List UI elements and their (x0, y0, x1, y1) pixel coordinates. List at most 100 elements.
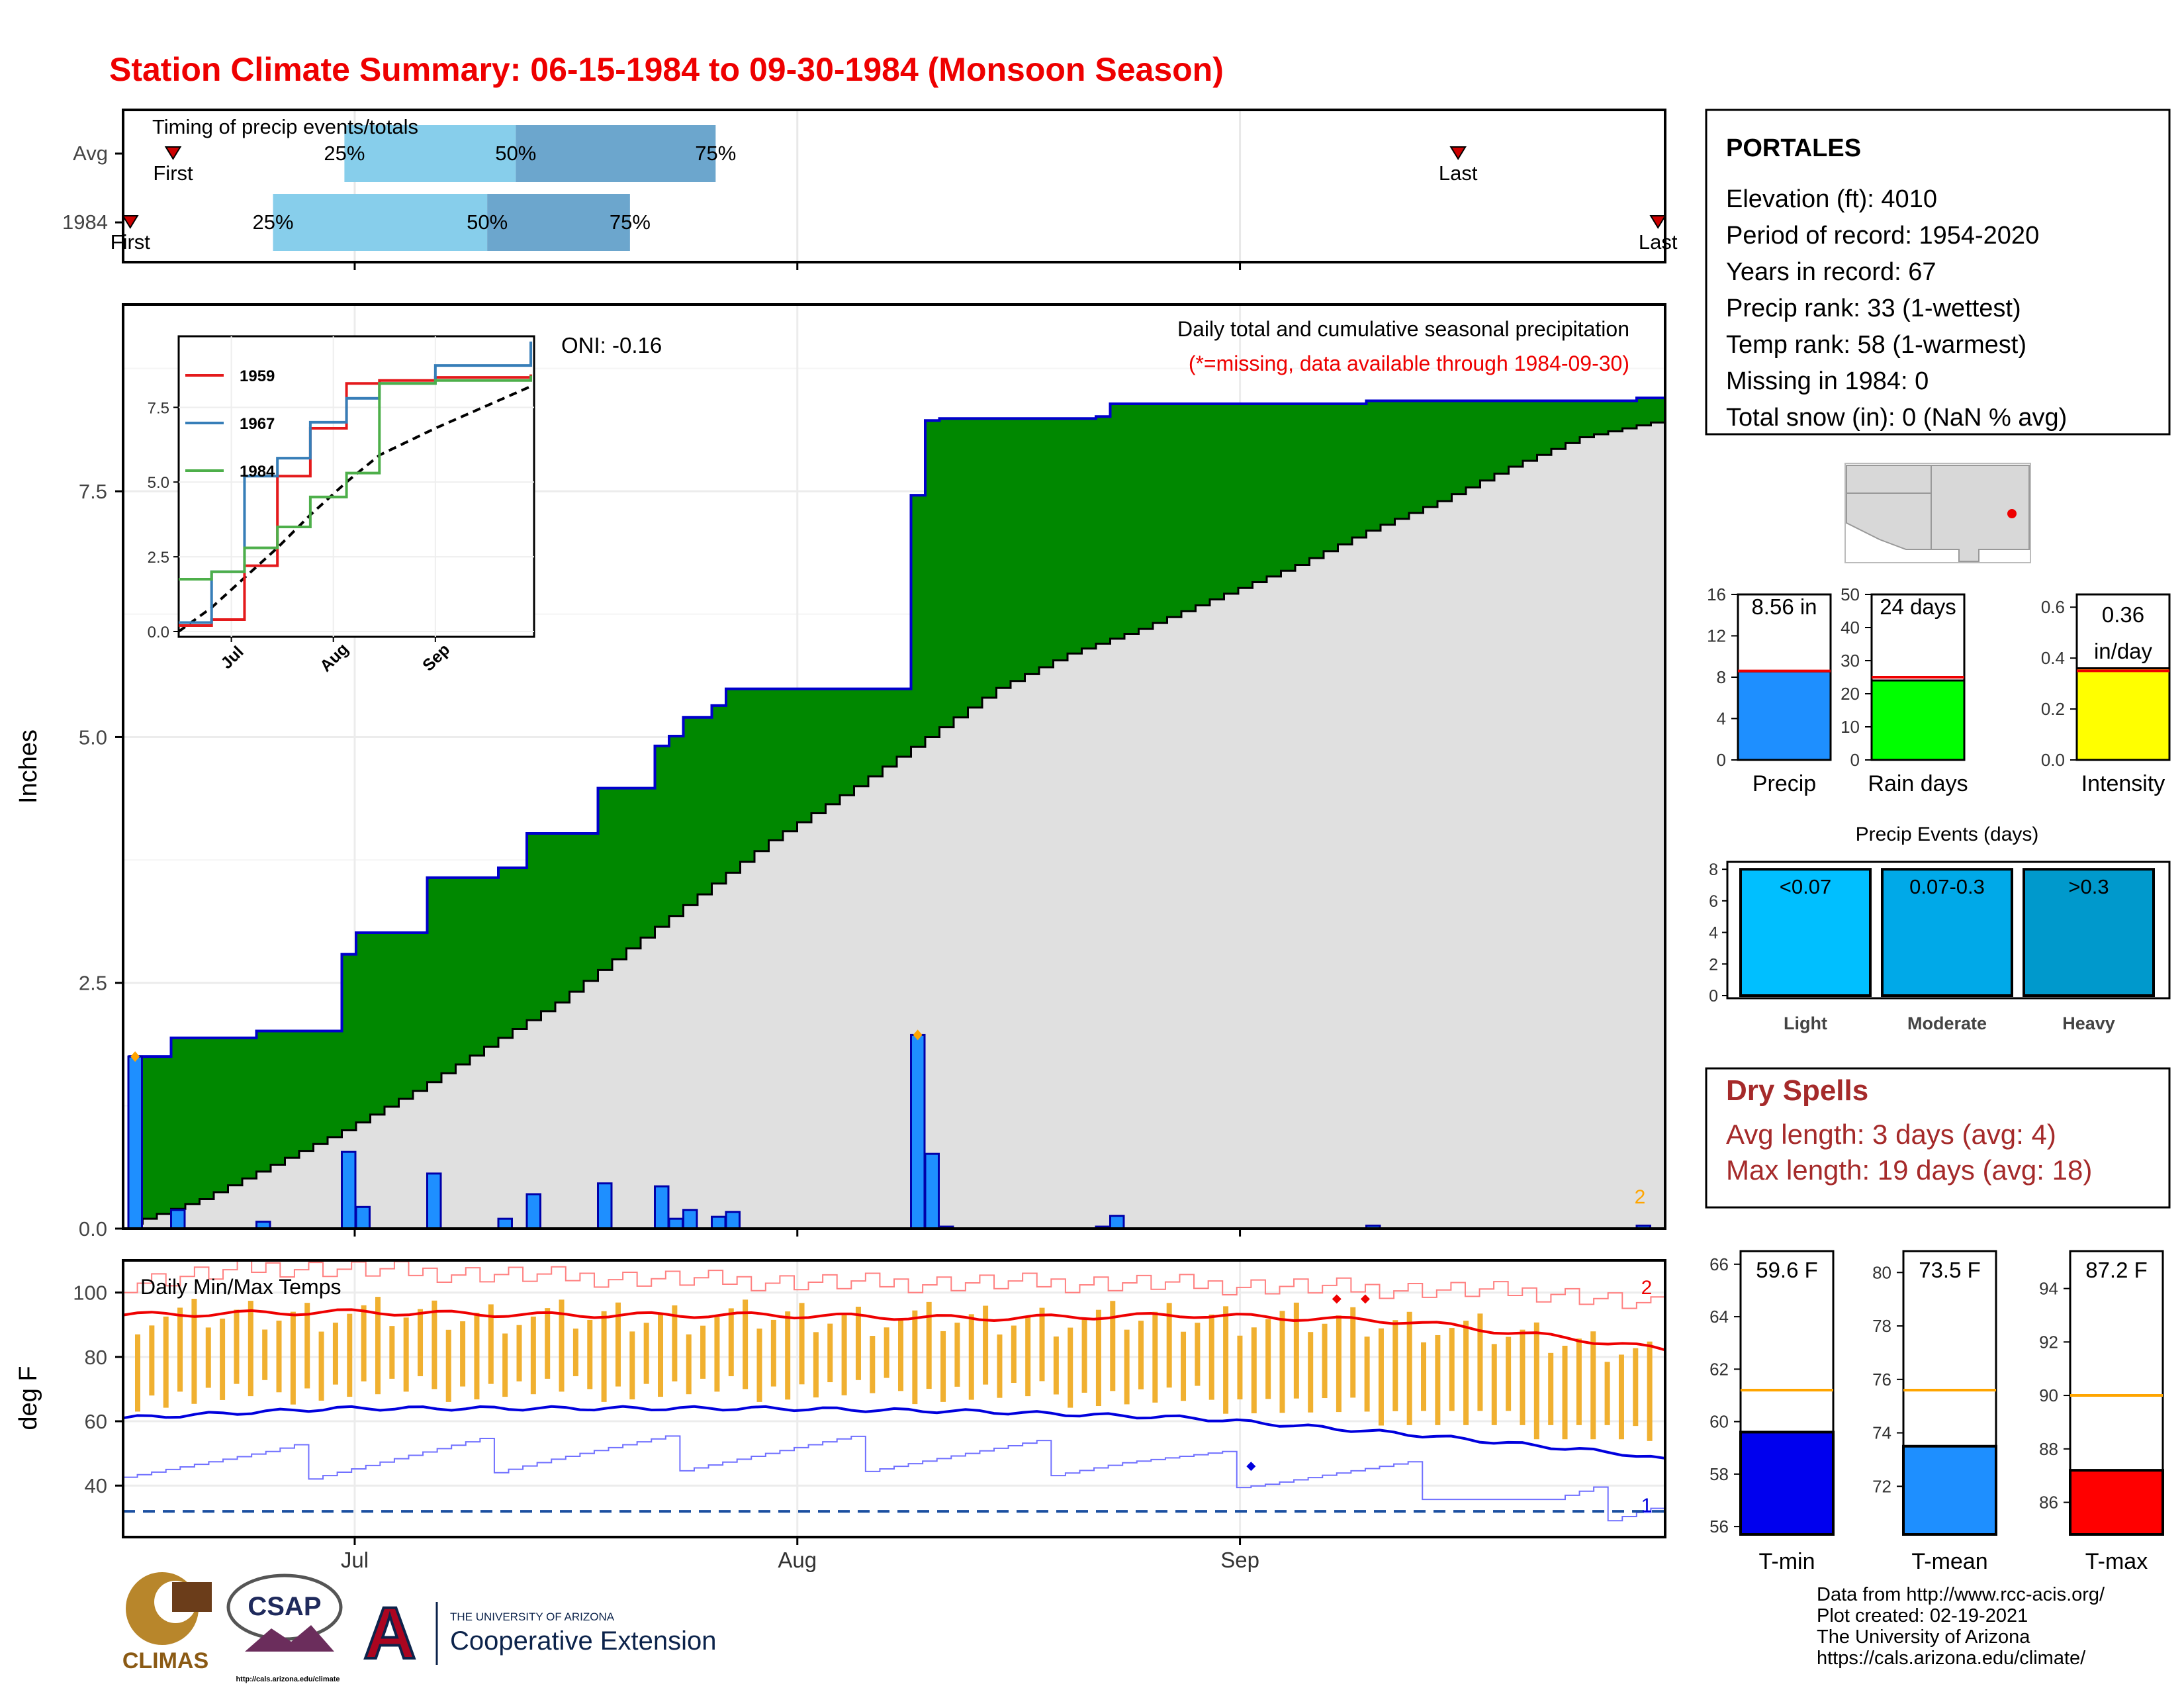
daily-temp-bar (672, 1305, 678, 1382)
daily-temp-bar (1435, 1335, 1441, 1425)
daily-temp-bar (1350, 1307, 1356, 1398)
daily-temp-bar (643, 1323, 649, 1384)
station-line-4: Precip rank: 33 (1-wettest) (1726, 295, 2021, 322)
daily-temp-bar (1520, 1329, 1525, 1425)
daily-temp-bar (516, 1325, 522, 1382)
daily-temp-bar (347, 1313, 353, 1397)
daily-temp-bar (205, 1327, 211, 1388)
temp-summary-category-label: T-max (2085, 1549, 2148, 1574)
footer-line-1: Data from http://www.rcc-acis.org/ (1817, 1584, 2105, 1605)
daily-temp-bar (559, 1299, 565, 1392)
inset-y-tick-label: 0.0 (148, 624, 169, 641)
daily-temp-bar (686, 1334, 692, 1395)
timing-bar-q50-q75 (487, 194, 630, 251)
precip-missing-count: 2 (1635, 1186, 1646, 1208)
record-high-marker (1360, 1294, 1370, 1304)
daily-temp-bar (799, 1303, 805, 1385)
daily-temp-bar (1336, 1315, 1342, 1413)
logo-ua-extension: A THE UNIVERSITY OF ARIZONA Cooperative … (361, 1591, 716, 1675)
daily-temp-bar (488, 1304, 494, 1384)
summary-y-tick-label: 40 (1841, 618, 1860, 637)
daily-temp-bar (1562, 1345, 1568, 1440)
daily-temp-bar (714, 1317, 720, 1392)
daily-temp-bar (1279, 1311, 1285, 1413)
event-category-label: Light (1784, 1013, 1827, 1033)
inset-y-tick-label: 5.0 (148, 474, 169, 492)
event-bar (1739, 868, 1872, 997)
inset-y-tick-label: 7.5 (148, 399, 169, 417)
record-high-marker (1332, 1294, 1342, 1304)
station-line-5: Temp rank: 58 (1-warmest) (1726, 331, 2026, 359)
inset-legend-label: 1984 (240, 463, 275, 481)
daily-temp-bar (135, 1334, 140, 1412)
daily-temp-bar (474, 1313, 480, 1399)
daily-temp-bar (756, 1329, 762, 1402)
timing-row-label-1984: 1984 (62, 211, 108, 234)
precip-panel: 0.0 2.5 5.0 7.5 Inches ONI: -0.16 Daily tot… (15, 303, 1666, 1241)
daily-temp-bar (1039, 1307, 1045, 1382)
daily-temp-bar (615, 1302, 621, 1387)
daily-temp-bar (629, 1331, 635, 1399)
daily-precip-bar (924, 1152, 940, 1230)
summary-y-tick-label: 0.0 (2041, 750, 2065, 770)
ua-block-a: A (363, 1593, 416, 1674)
station-location-dot (2007, 509, 2017, 518)
daily-temp-bar (276, 1321, 282, 1393)
dry-spells-max: Max length: 19 days (avg: 18) (1726, 1154, 2092, 1186)
daily-temp-bar (1406, 1311, 1412, 1425)
precip-y-axis: 0.0 2.5 5.0 7.5 (79, 480, 1242, 1241)
daily-temp-bar (149, 1325, 155, 1396)
daily-temp-bar (1181, 1331, 1187, 1401)
temp-y-tick-label: 100 (73, 1282, 107, 1305)
daily-precip-bar (910, 1033, 926, 1230)
timing-label-25: 25% (253, 211, 294, 234)
ua-block-a-bg (361, 1601, 419, 1662)
temp-summary-value-label: 73.5 F (1919, 1258, 1981, 1282)
daily-temp-bar (870, 1336, 876, 1393)
temp-y-tick-label: 60 (85, 1410, 107, 1433)
daily-temp-bar (1208, 1314, 1214, 1400)
daily-temp-bar (1251, 1327, 1257, 1414)
summary-bar (2075, 667, 2171, 761)
last-event-label: Last (1639, 230, 1678, 254)
daily-temp-bar (728, 1308, 734, 1376)
avg-cumulative-line (128, 421, 1665, 1225)
temp-summary-value-label: 59.6 F (1756, 1258, 1818, 1282)
daily-temp-bar (1463, 1321, 1469, 1425)
locator-map (1844, 463, 2031, 563)
daily-precip-bar (341, 1150, 357, 1230)
daily-temp-bar (1647, 1341, 1653, 1441)
daily-temp-bar (1110, 1301, 1116, 1391)
temp-summary-y-tick-label: 56 (1709, 1517, 1729, 1536)
summary-y-tick-label: 12 (1707, 626, 1726, 646)
csap-wordmark: CSAP (248, 1592, 321, 1621)
summary-y-tick-label: 8 (1717, 667, 1726, 687)
logo-csap: CSAP http://cals.arizona.edu/climate (226, 1573, 343, 1683)
daily-temp-bar (432, 1300, 437, 1389)
timing-bar-q25-q50 (273, 194, 488, 251)
dry-spells-box: Dry Spells Avg length: 3 days (avg: 4) M… (1705, 1067, 2171, 1209)
last-event-marker (1649, 215, 1666, 229)
timing-label-25: 25% (324, 142, 365, 165)
daily-temp-bar (912, 1310, 918, 1405)
daily-temp-bar (1364, 1336, 1370, 1412)
daily-temp-bar (743, 1299, 749, 1389)
daily-precip-bar (668, 1217, 684, 1230)
summary-value-label: in/day (2094, 639, 2153, 663)
last-event-label: Last (1439, 162, 1478, 185)
daily-temp-bar (177, 1307, 183, 1392)
dry-spells-title: Dry Spells (1726, 1074, 1868, 1107)
daily-temp-bar (163, 1316, 169, 1408)
temp-title: Daily Min/Max Temps (140, 1275, 341, 1299)
event-category-label: Heavy (2062, 1013, 2115, 1033)
timing-panel: 25% 50% 75% First Last 25% 50% 75% First Last Tim… (62, 109, 1678, 270)
station-line-6: Missing in 1984: 0 (1726, 367, 1929, 395)
daily-temp-bar (1081, 1319, 1087, 1393)
temp-summary-bar (2069, 1469, 2164, 1536)
summary-category-label: Rain days (1868, 771, 1968, 796)
first-event-marker (122, 215, 139, 229)
daily-temp-bar (1265, 1319, 1271, 1399)
summary-y-tick-label: 0.6 (2041, 597, 2065, 617)
temp-summary-y-tick-label: 88 (2039, 1439, 2058, 1459)
